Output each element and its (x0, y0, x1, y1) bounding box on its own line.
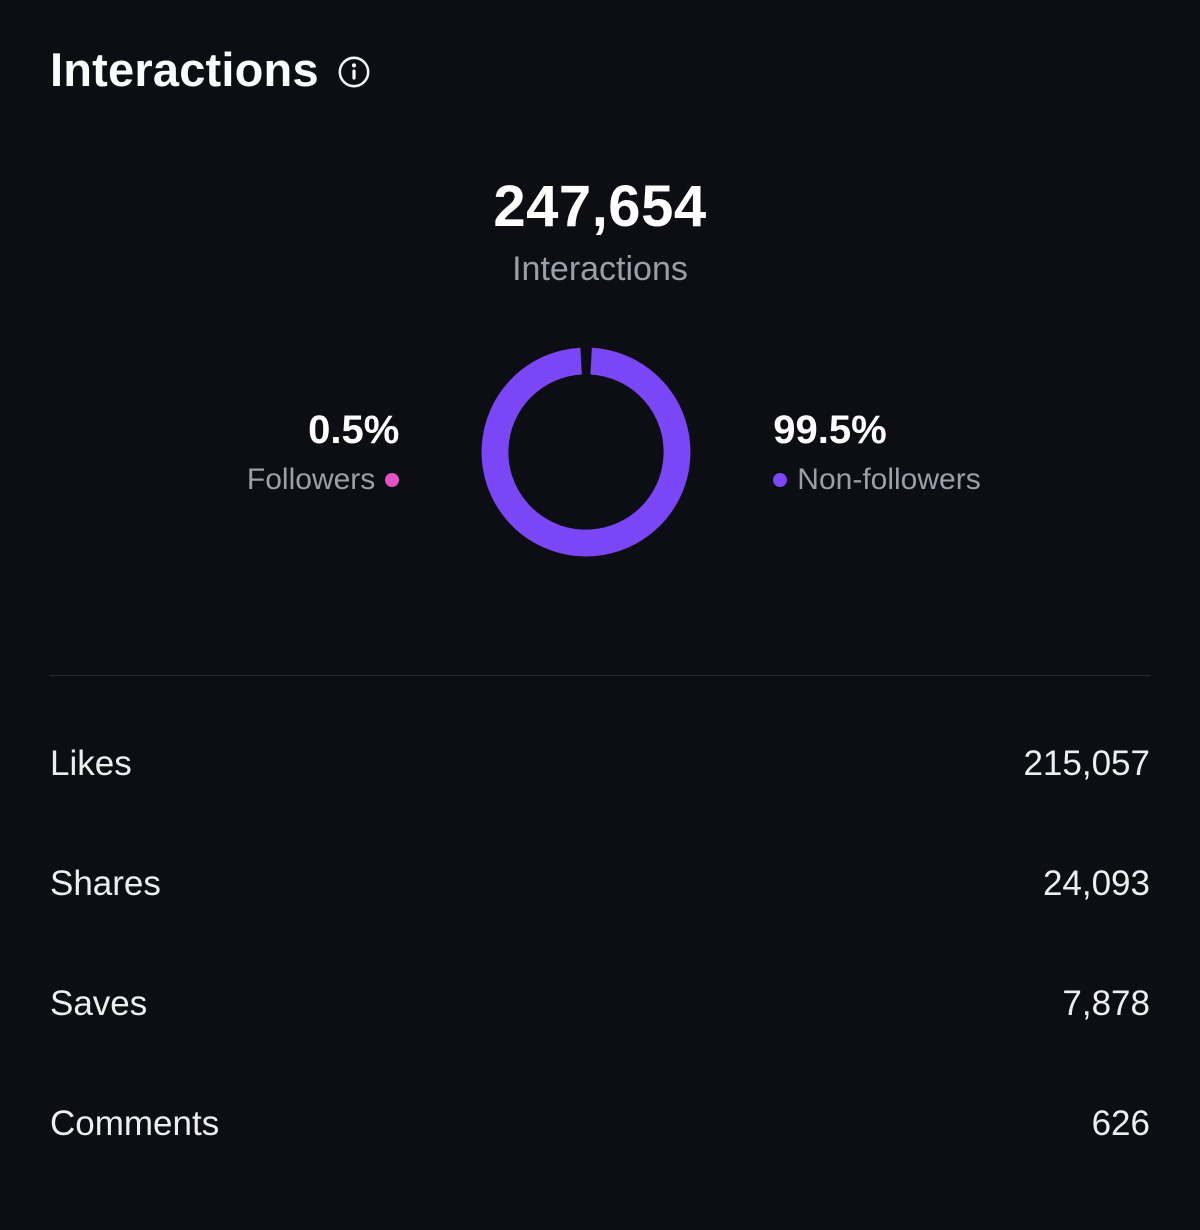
panel-header: Interactions (50, 42, 1150, 97)
page-title: Interactions (50, 43, 319, 96)
metric-value: 215,057 (1023, 744, 1150, 783)
interactions-panel: Interactions 247,654 Interactions 0.5% F… (50, 42, 1150, 1184)
non-followers-label-row: Non-followers (773, 462, 981, 497)
followers-percent: 0.5% (308, 407, 400, 452)
metric-label: Likes (50, 744, 132, 783)
donut-chart (471, 337, 701, 567)
interactions-summary: 247,654 Interactions (50, 173, 1150, 289)
followers-stat: 0.5% Followers (219, 407, 400, 497)
metric-list: Likes 215,057 Shares 24,093 Saves 7,878 … (50, 704, 1150, 1184)
followers-legend-dot (385, 472, 400, 487)
metric-label: Comments (50, 1104, 220, 1143)
followers-label: Followers (246, 462, 376, 496)
donut-arc (481, 347, 691, 557)
section-divider (50, 675, 1150, 676)
non-followers-legend-dot (773, 472, 788, 487)
metric-row-comments: Comments 626 (50, 1064, 1150, 1184)
metric-label: Saves (50, 984, 148, 1023)
non-followers-label: Non-followers (797, 462, 981, 496)
non-followers-percent: 99.5% (773, 407, 887, 452)
metric-value: 24,093 (1042, 864, 1150, 903)
metric-label: Shares (50, 864, 161, 903)
metric-row-likes: Likes 215,057 (50, 704, 1150, 824)
followers-label-row: Followers (219, 462, 400, 497)
non-followers-stat: 99.5% Non-followers (773, 407, 981, 497)
info-icon[interactable] (337, 55, 371, 89)
interactions-total: 247,654 (493, 174, 707, 239)
metric-value: 626 (1091, 1104, 1150, 1143)
metric-row-saves: Saves 7,878 (50, 944, 1150, 1064)
metric-row-shares: Shares 24,093 (50, 824, 1150, 944)
metric-value: 7,878 (1062, 984, 1150, 1023)
interactions-total-label: Interactions (512, 250, 688, 288)
followers-breakdown: 0.5% Followers 99.5% Non-followers (50, 337, 1150, 567)
